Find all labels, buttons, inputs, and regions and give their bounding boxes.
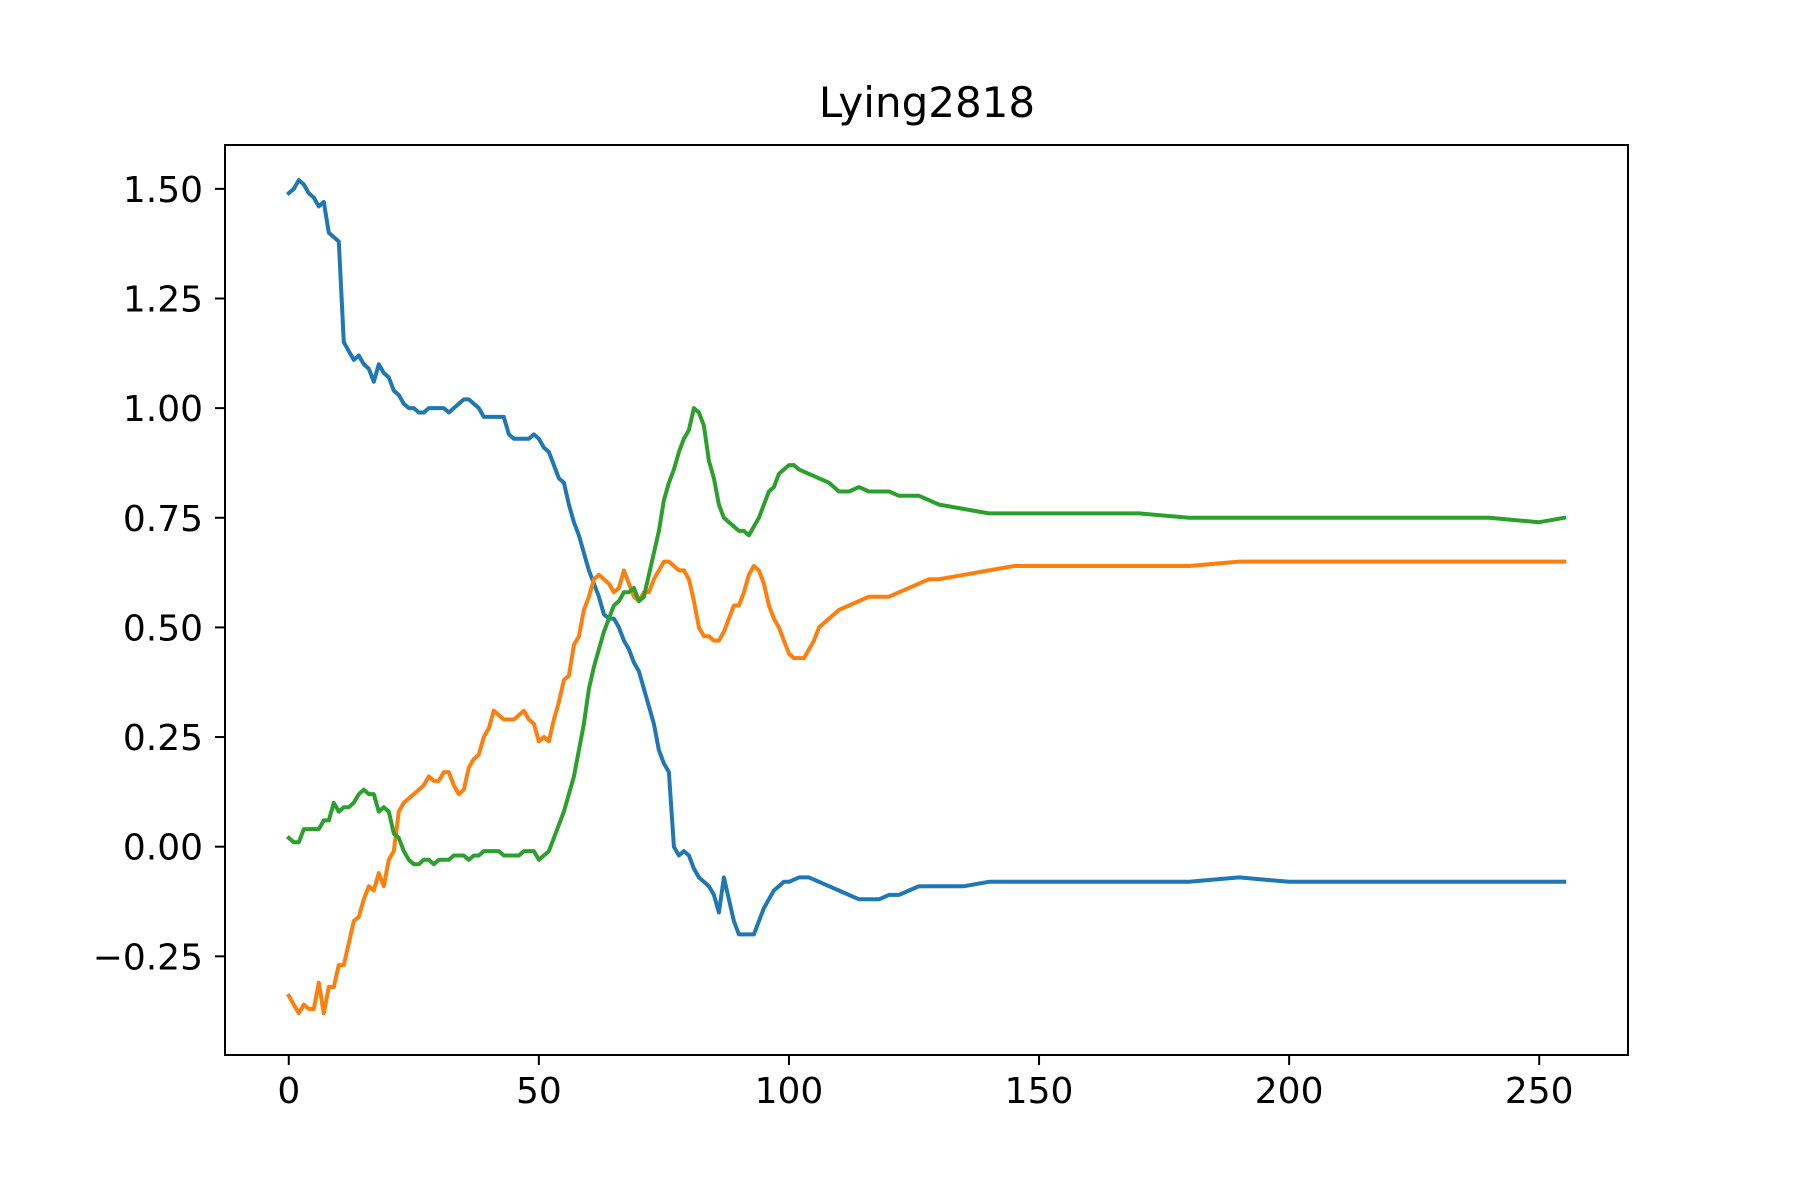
series-line-3 [285,406,1567,867]
x-tick-label: 200 [1255,1071,1324,1112]
y-axis: −0.25 0.00 0.25 0.50 0.75 1.00 1.25 1.50 [93,170,225,978]
y-tick-label: 0.50 [123,608,203,649]
y-tick-label: 0.25 [123,718,203,759]
series-line-2 [286,559,1567,1016]
y-tick-label: 0.00 [123,828,203,869]
x-axis: 0 50 100 150 200 250 [277,1055,1574,1112]
chart-title: Lying2818 [819,78,1035,127]
x-tick-label: 50 [516,1071,562,1112]
y-tick-label: 1.00 [123,389,203,430]
x-tick-label: 250 [1505,1071,1574,1112]
x-tick-label: 0 [277,1071,300,1112]
plot-frame [224,144,1629,1056]
y-tick-label: 0.75 [123,499,203,540]
series-line-1 [285,178,1567,937]
y-tick-label: 1.50 [123,170,203,211]
x-tick-label: 150 [1005,1071,1074,1112]
y-tick-label: 1.25 [123,279,203,320]
x-tick-label: 100 [755,1071,824,1112]
y-tick-label: −0.25 [93,937,203,978]
series-layer [285,178,1567,1016]
